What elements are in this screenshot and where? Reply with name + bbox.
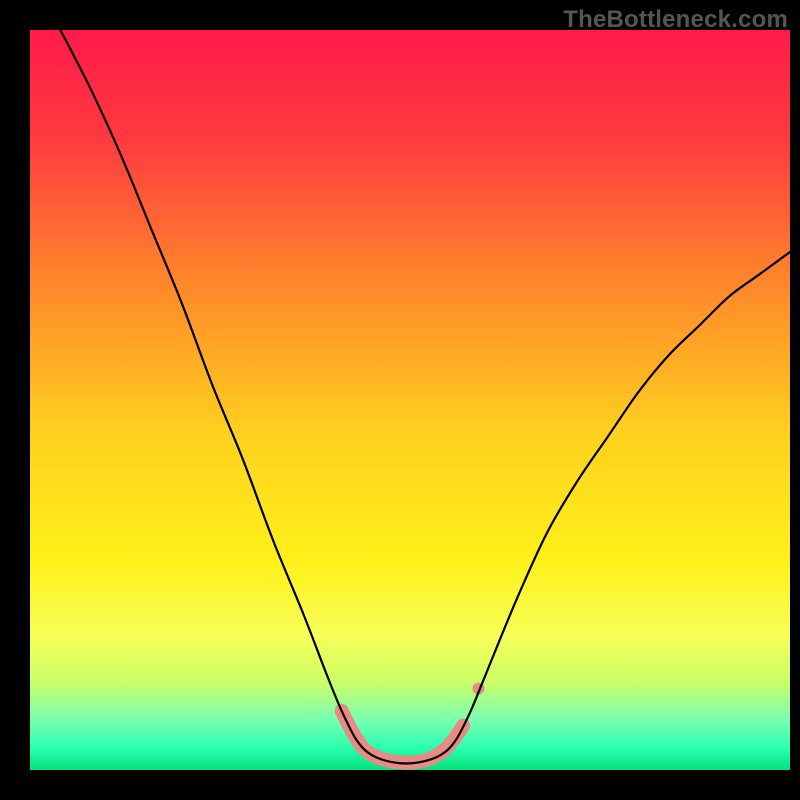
watermark-text: TheBottleneck.com (563, 6, 788, 34)
gradient-background (30, 30, 790, 770)
bottleneck-chart (0, 0, 800, 800)
chart-frame: TheBottleneck.com (0, 0, 800, 800)
